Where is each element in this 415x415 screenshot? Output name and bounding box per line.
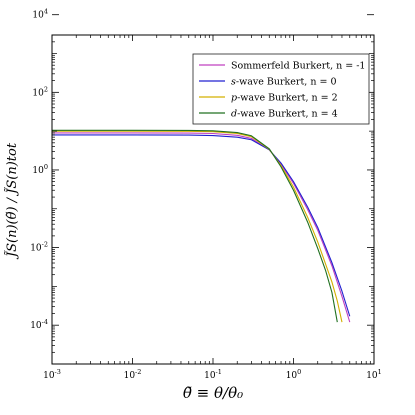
- x-tick-label: 10-2: [124, 368, 142, 381]
- x-tick-label: 100: [286, 368, 302, 381]
- y-tick-label: 104: [32, 8, 48, 21]
- legend-box: [192, 53, 370, 125]
- y-tick-label: 102: [32, 85, 48, 98]
- y-axis: 10-4 10-2 100 102 104: [30, 8, 374, 365]
- x-axis: 10-3 10-2 10-1 100 101: [43, 35, 382, 381]
- legend-label: p-wave Burkert, n = 2: [231, 93, 338, 104]
- series-line-2: [52, 134, 351, 317]
- legend-label: s-wave Burkert, n = 0: [231, 77, 337, 88]
- y-tick-label: 100: [32, 163, 48, 176]
- y-axis-title: J̃S(n)(θ̃) / J̃S(n)tot: [4, 142, 20, 260]
- x-tick-label: 10-1: [204, 368, 222, 381]
- series-line-4: [52, 129, 338, 323]
- x-tick-label: 10-3: [43, 368, 61, 381]
- y-tick-label: 10-2: [30, 241, 48, 254]
- legend-label: d-wave Burkert, n = 4: [231, 109, 338, 120]
- x-tick-label: 101: [366, 368, 382, 381]
- series-line-3: [52, 130, 343, 323]
- y-tick-label: 10-4: [30, 318, 48, 331]
- legend: Sommerfeld Burkert, n = -1 s-wave Burkert…: [192, 53, 370, 125]
- series-line-1: [52, 132, 351, 323]
- legend-label: Sommerfeld Burkert, n = -1: [231, 61, 365, 72]
- x-axis-title: θ̃ ≡ θ/θ₀: [183, 384, 243, 402]
- series-layer: [52, 129, 351, 323]
